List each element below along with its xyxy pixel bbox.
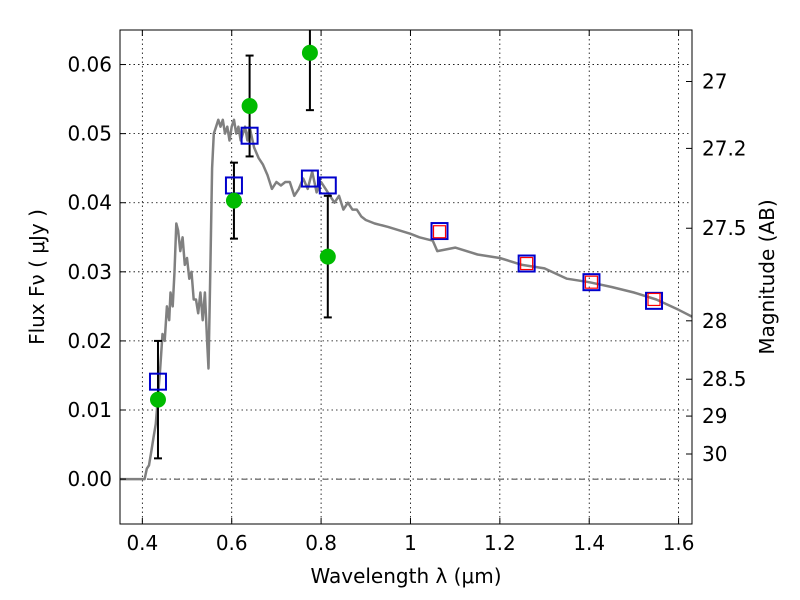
model-band-square — [240, 126, 259, 145]
x-tick-label: 0.8 — [305, 531, 337, 555]
model-band-square — [300, 169, 319, 188]
y-axis-title: Flux Fν ( μJy ) — [25, 209, 49, 345]
x-axis-title: Wavelength λ (μm) — [310, 564, 501, 588]
model-band-square — [645, 291, 664, 310]
mag-tick-label: 27 — [702, 70, 727, 94]
x-tick-label: 1 — [404, 531, 417, 555]
mag-tick-label: 27.2 — [702, 136, 747, 160]
y-tick-label: 0.05 — [67, 122, 112, 146]
ticks: 0.4 0.6 0.8 1 1.2 1.4 1.6 0.00 0.01 0.02 0.03 0.04 0… — [67, 30, 747, 555]
observed-point — [241, 98, 258, 114]
inner-square — [584, 275, 599, 289]
inner-square — [520, 256, 534, 271]
model-band-square — [582, 273, 601, 292]
observed-point — [319, 248, 336, 265]
x-tick-label: 1.6 — [663, 531, 695, 555]
y-tick-label: 0.04 — [67, 191, 112, 215]
x-tick-label: 1.4 — [573, 531, 605, 555]
model-band-square — [318, 176, 337, 195]
observed-point — [149, 391, 166, 408]
mag-tick-label: 28.5 — [702, 367, 747, 391]
model-band-square — [148, 372, 167, 391]
mag-tick-label: 28 — [702, 309, 727, 333]
mag-tick-label: 29 — [702, 404, 727, 428]
y-tick-label: 0.03 — [67, 260, 112, 284]
y-tick-label: 0.06 — [67, 53, 112, 77]
observed-point — [225, 192, 242, 209]
x-tick-label: 1.2 — [484, 531, 516, 555]
plot-frame — [119, 29, 693, 525]
observed-point — [301, 44, 318, 61]
model-band-square — [517, 254, 536, 273]
mag-tick-label: 30 — [702, 442, 727, 466]
y-tick-label: 0.02 — [67, 329, 112, 353]
y-tick-label: 0.00 — [67, 467, 112, 491]
model-band-square — [430, 222, 449, 241]
series-layer — [120, 30, 692, 481]
inner-square — [432, 225, 447, 239]
x-tick-label: 0.4 — [126, 531, 158, 555]
model-spectrum-line — [120, 118, 692, 481]
x-tick-label: 0.6 — [216, 531, 248, 555]
plot-area — [120, 30, 692, 524]
y-tick-label: 0.01 — [67, 398, 112, 422]
mag-tick-label: 27.5 — [702, 216, 747, 240]
inner-square — [647, 292, 661, 307]
right-axis-title: Magnitude (AB) — [755, 199, 779, 354]
